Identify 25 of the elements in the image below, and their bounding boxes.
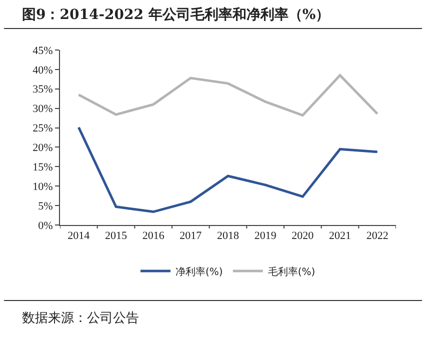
x-tick-label: 2021 [329, 230, 351, 242]
y-tick-label: 35% [32, 84, 53, 96]
source-note: 数据来源：公司公告 [22, 310, 139, 327]
legend-label: 净利率(%) [176, 266, 223, 278]
y-tick-label: 45% [32, 44, 53, 57]
x-tick-label: 2014 [68, 230, 90, 242]
y-tick-label: 20% [32, 142, 53, 154]
x-tick-label: 2015 [105, 230, 128, 242]
x-tick-label: 2017 [180, 230, 202, 242]
y-tick-label: 40% [32, 64, 53, 76]
y-tick-label: 0% [38, 220, 53, 232]
x-tick-label: 2020 [292, 230, 314, 242]
x-tick-label: 2018 [217, 230, 240, 242]
y-tick-label: 10% [32, 180, 53, 193]
y-tick-label: 25% [32, 122, 53, 135]
y-tick-label: 30% [32, 103, 53, 116]
legend-label: 毛利率(%) [268, 266, 316, 278]
x-tick-label: 2019 [254, 230, 277, 242]
line-series [77, 126, 379, 214]
chart-title: 图9：2014-2022 年公司毛利率和净利率（%） [22, 6, 330, 24]
x-tick-label: 2016 [142, 230, 165, 242]
y-tick-label: 15% [32, 162, 53, 174]
y-tick-label: 5% [38, 200, 53, 212]
x-tick-label: 2022 [366, 230, 388, 242]
line-series [77, 74, 379, 117]
